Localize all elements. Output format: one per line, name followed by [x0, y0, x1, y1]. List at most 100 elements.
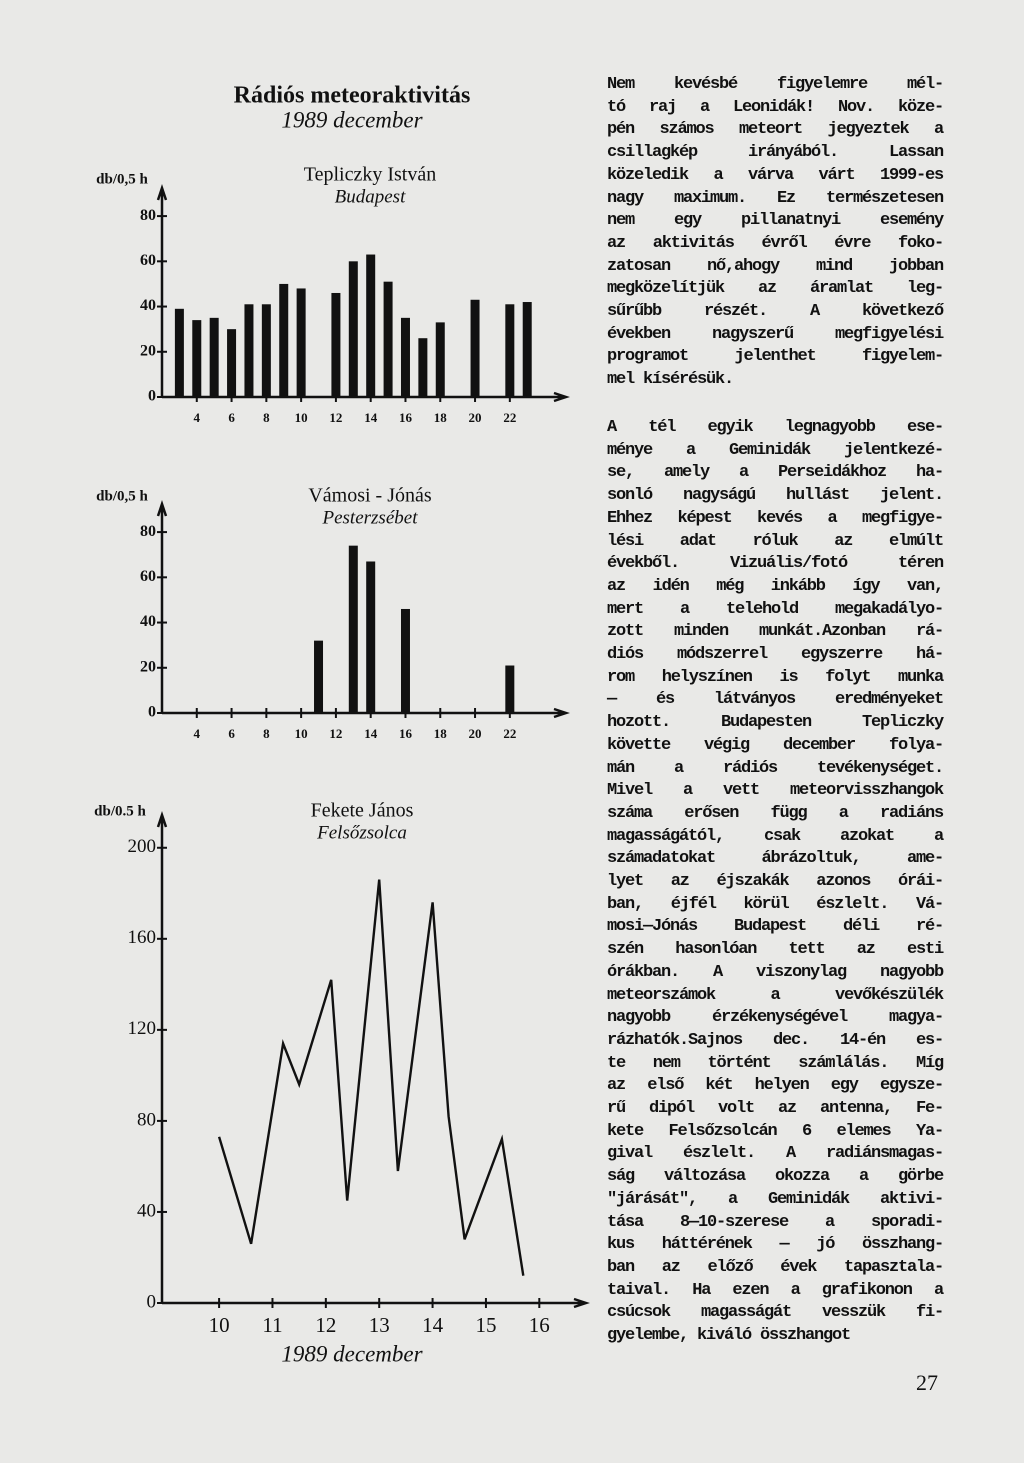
x-tick-label: 22	[503, 410, 516, 425]
bar	[331, 292, 341, 397]
bar	[435, 322, 445, 397]
y-tick-label: 60	[140, 568, 156, 585]
text-line: mosi—Jónás Budapest déli ré-	[607, 917, 944, 937]
x-tick-label: 4	[194, 410, 201, 425]
y-axis-label: db/0,5 h	[96, 171, 148, 187]
y-tick-label: 160	[128, 927, 157, 948]
text-line: években nagyszerű megfigyelési	[607, 324, 944, 344]
text-line: se, amely a Perseidákhoz ha-	[607, 463, 944, 483]
text-line: zott minden munkát.Azonban rá-	[607, 622, 944, 642]
y-axis-label: db/0.5 h	[94, 803, 146, 819]
bar	[244, 304, 254, 397]
text-line: tása 8—10-szerese a sporadi-	[607, 1212, 944, 1232]
x-tick-label: 12	[315, 1313, 336, 1337]
x-tick-label: 8	[263, 410, 270, 425]
text-line: az első két helyen egy egysze-	[607, 1076, 944, 1096]
x-tick-label: 10	[209, 1313, 230, 1337]
text-line: évekből. Vizuális/fotó téren	[607, 554, 944, 574]
text-line: megközelítjük az áramlat leg-	[607, 279, 944, 299]
text-line: tó raj a Leonidák! Nov. köze-	[607, 97, 944, 117]
x-axis	[162, 707, 570, 719]
text-line: programot jelenthet figyelem-	[607, 347, 944, 367]
text-line: kete Felsőzsolcán 6 elemes Ya-	[607, 1121, 944, 1141]
y-tick-label: 120	[128, 1018, 157, 1039]
text-line: az aktivitás évről évre foko-	[607, 233, 944, 253]
text-line: ság változása okozza a görbe	[607, 1167, 944, 1187]
data-line	[217, 879, 525, 1276]
bar	[366, 254, 376, 397]
x-tick-label: 12	[329, 410, 342, 425]
text-line: követte végig december folya-	[607, 735, 944, 755]
chart-subtitle: Felsőzsolca	[316, 822, 407, 843]
x-tick-label: 18	[434, 726, 448, 741]
bar	[348, 545, 358, 713]
text-line: mán a rádiós tevékenységet.	[607, 758, 944, 778]
text-line: száma erősen függ a radiáns	[607, 803, 944, 823]
y-tick-label: 60	[140, 252, 156, 269]
caption: 1989 december	[281, 1341, 423, 1366]
x-tick-label: 20	[469, 726, 482, 741]
x-tick-label: 4	[194, 726, 201, 741]
text-line: rom helyszínen is folyt munka	[607, 667, 944, 687]
text-line: A tél egyik legnagyobb ese-	[607, 418, 944, 437]
text-line: csúcsok magasságát vesszük fi-	[607, 1303, 944, 1323]
chart-subtitle: Budapest	[335, 186, 406, 207]
x-tick-label: 18	[434, 410, 448, 425]
page-number: 27	[916, 1370, 938, 1395]
x-tick-label: 6	[228, 410, 235, 425]
bar	[400, 317, 410, 397]
text-line: az idén még inkább így van,	[607, 576, 944, 596]
bar	[192, 320, 202, 397]
text-line: sűrűbb részét. A következő	[607, 302, 944, 321]
x-tick-label: 12	[329, 726, 342, 741]
text-line: mert a telehold megakadályo-	[607, 599, 944, 619]
bar	[261, 304, 271, 397]
x-tick-label: 13	[369, 1313, 390, 1337]
text-line: Nem kevésbé figyelemre mél-	[607, 75, 944, 94]
x-tick-label: 16	[399, 410, 413, 425]
text-line: gyelembe, kiváló összhangot	[607, 1326, 851, 1345]
y-tick-label: 80	[140, 523, 156, 540]
text-line: Ehhez képest kevés a megfigye-	[607, 508, 944, 528]
text-line: nagy maximum. Ez természetesen	[607, 188, 944, 208]
text-line: gival észlelt. A radiánsmagas-	[607, 1144, 944, 1164]
y-tick-label: 40	[140, 297, 156, 314]
bar	[505, 304, 515, 397]
text-line: meteorszámok a vevőkészülék	[607, 985, 944, 1005]
text-line: taival. Ha ezen a grafikonon a	[607, 1280, 944, 1300]
x-axis	[162, 1297, 590, 1309]
text-line: rű dipól volt az antenna, Fe-	[607, 1099, 944, 1118]
bar	[279, 283, 289, 397]
bar	[296, 288, 306, 397]
bar	[418, 338, 428, 397]
x-tick-label: 10	[295, 726, 308, 741]
text-line: sonló nagyságú hullást jelent.	[607, 486, 944, 506]
bar	[522, 302, 532, 397]
x-tick-label: 11	[262, 1313, 282, 1337]
text-line: magasságától, csak azokat a	[607, 826, 944, 846]
y-tick-label: 0	[148, 704, 156, 721]
y-tick-label: 20	[140, 342, 156, 359]
bar	[366, 561, 376, 713]
text-line: nagyobb érzékenységével magya-	[607, 1008, 944, 1028]
chart-title: Vámosi - Jónás	[308, 485, 432, 507]
y-tick-label: 40	[137, 1200, 156, 1221]
text-line: — és látványos eredményeket	[607, 690, 944, 710]
y-axis-label: db/0,5 h	[96, 488, 148, 504]
x-tick-label: 14	[364, 726, 378, 741]
text-line: ban, éjfél körül észlelt. Vá-	[607, 894, 944, 914]
x-tick-label: 22	[503, 726, 516, 741]
x-tick-label: 14	[422, 1313, 444, 1337]
text-line: lési adat róluk az elmúlt	[607, 531, 944, 551]
chart-title: Fekete János	[311, 800, 414, 822]
chart-title: Tepliczky István	[304, 164, 436, 186]
text-line: ban az előző évek tapasztala-	[607, 1257, 944, 1277]
text-line: kus háttérének — jó összhang-	[607, 1235, 944, 1255]
bar	[209, 317, 219, 397]
charts: Rádiós meteoraktivitás 1989 december 198…	[94, 83, 590, 1366]
y-tick-label: 20	[140, 658, 156, 675]
text-line: diós módszerrel egyszerre há-	[607, 645, 944, 664]
bar	[383, 281, 393, 397]
y-tick-label: 80	[140, 207, 156, 224]
